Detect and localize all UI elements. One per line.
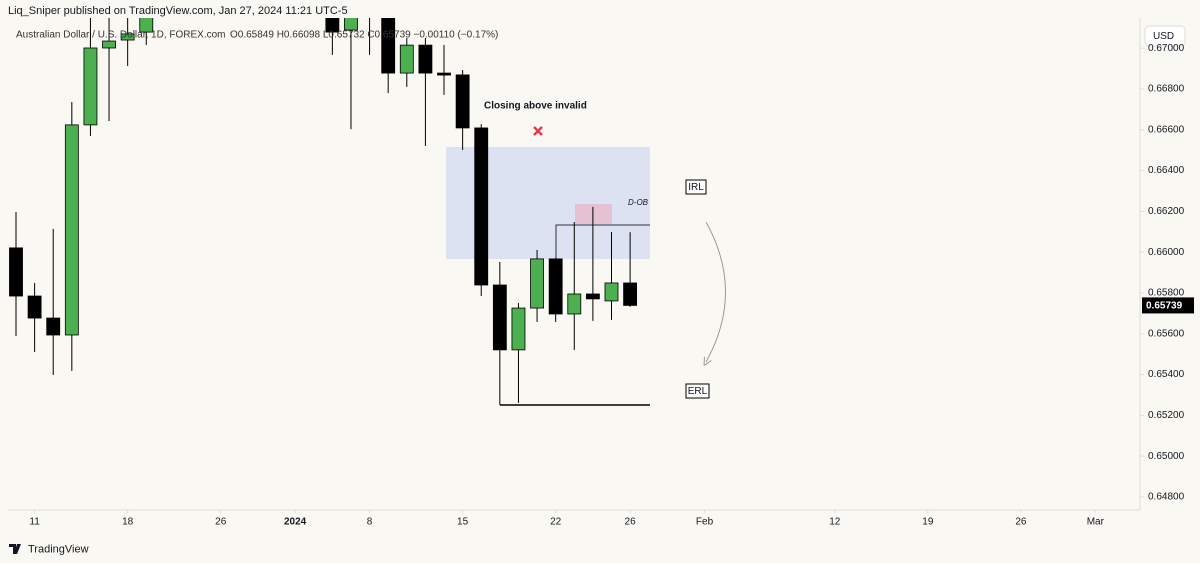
candle-body (492, 284, 507, 351)
ohlc-legend: O0.65849 H0.66098 L0.65732 C0.65739 −0.0… (230, 30, 498, 41)
x-tick-label: 26 (625, 517, 637, 528)
annotation: Closing above invalid (484, 101, 587, 112)
y-tick-label: 0.66800 (1148, 84, 1185, 95)
x-tick-label: 22 (550, 517, 562, 528)
erl-box (685, 383, 710, 399)
candles (9, 18, 638, 405)
candle-body (64, 124, 79, 336)
candle-body (46, 317, 61, 336)
candle-body (381, 18, 396, 74)
x-tick-label: 26 (215, 517, 227, 528)
y-tick-label: 0.66000 (1148, 247, 1185, 258)
x-tick-label: 2024 (284, 517, 307, 528)
candle-body (455, 74, 470, 129)
subtitle: Liq_Sniper published on TradingView.com,… (8, 5, 348, 17)
x-tick-label: 19 (922, 517, 934, 528)
arrow (706, 221, 726, 362)
y-tick-label: 0.64800 (1148, 492, 1185, 503)
x-tick-label: Mar (1087, 517, 1105, 528)
logo (9, 544, 21, 554)
candle-body (437, 72, 451, 76)
candle-body (9, 247, 23, 297)
order-block (575, 204, 612, 224)
x-tick-label: 11 (29, 517, 40, 528)
y-tick-label: 0.66400 (1148, 165, 1185, 176)
x-tick-label: 26 (1015, 517, 1027, 528)
candle-body (585, 293, 600, 300)
candle-body (120, 33, 135, 41)
candle-body (399, 44, 414, 74)
brand: TradingView (28, 543, 89, 555)
candle-body (83, 47, 98, 126)
y-tick-label: 0.66600 (1148, 124, 1185, 135)
candle-body (418, 44, 433, 74)
currency-button[interactable] (1144, 25, 1186, 47)
chart-title: Australian Dollar / U.S. Dollar, 1D, FOR… (16, 30, 226, 41)
last-price-box (1142, 297, 1194, 314)
candle-body (567, 293, 582, 315)
y-tick-label: 0.66200 (1148, 206, 1185, 217)
y-tick-label: 0.67000 (1148, 43, 1185, 54)
irl-box (685, 179, 707, 195)
annotation: D-OB (628, 198, 649, 207)
y-tick-label: 0.65800 (1148, 288, 1185, 299)
candle-body (325, 18, 340, 33)
candle-body (530, 258, 544, 309)
x-tick-label: 12 (829, 517, 841, 528)
candle-body (548, 258, 563, 315)
currency[interactable]: USD (1153, 31, 1174, 42)
x-tick-label: 8 (367, 517, 373, 528)
y-tick-label: 0.65400 (1148, 369, 1185, 380)
candle-body (344, 18, 358, 31)
candle-body (102, 40, 116, 49)
annotation: ERL (688, 386, 708, 397)
x-tick-label: 18 (122, 517, 134, 528)
candle-body (511, 307, 526, 351)
y-tick-label: 0.65000 (1148, 451, 1185, 462)
invalid-mark (533, 126, 543, 136)
x-tick-label: 15 (457, 517, 469, 528)
candle-body (27, 295, 42, 319)
candle-body (474, 127, 489, 286)
ob-line (555, 224, 650, 259)
annotation: IRL (688, 182, 704, 193)
x-tick-label: Feb (696, 517, 714, 528)
candle-body (623, 282, 638, 306)
candle-body (139, 18, 154, 33)
candle-body (604, 282, 619, 302)
y-tick-label: 0.65200 (1148, 410, 1185, 421)
last-price-label: 0.65739 (1146, 301, 1183, 312)
y-tick-label: 0.65600 (1148, 328, 1185, 339)
